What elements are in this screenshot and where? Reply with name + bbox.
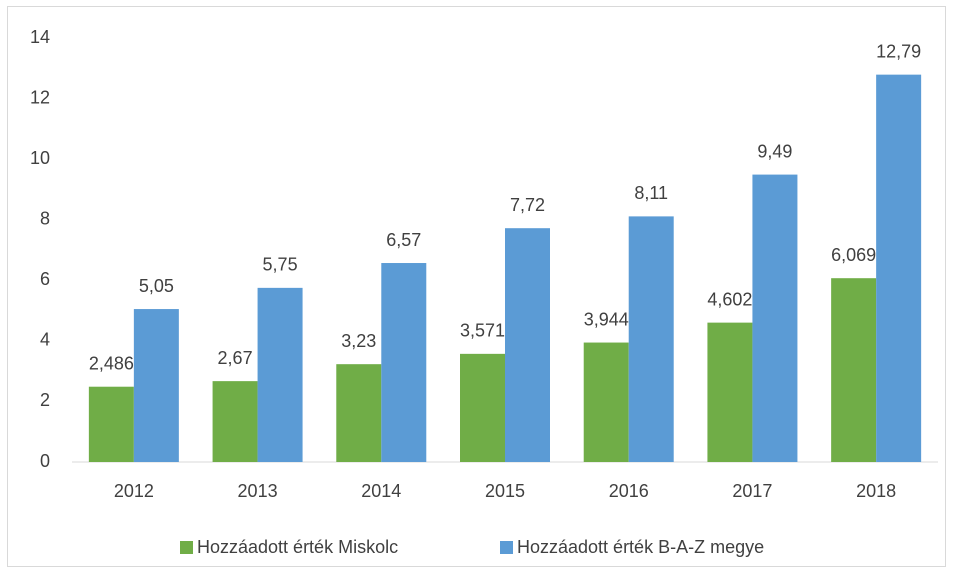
- value-label: 5,75: [263, 255, 298, 275]
- value-label: 8,11: [634, 183, 668, 203]
- y-tick-label: 14: [30, 27, 50, 47]
- y-tick-label: 10: [30, 148, 50, 168]
- value-label: 5,05: [139, 276, 174, 296]
- x-tick-label: 2013: [238, 481, 278, 501]
- x-tick-label: 2018: [856, 481, 896, 501]
- value-label: 4,602: [707, 289, 752, 309]
- bar: [505, 228, 550, 462]
- y-tick-label: 0: [40, 451, 50, 471]
- bar: [381, 263, 427, 462]
- value-label: 3,571: [460, 321, 505, 341]
- bar: [336, 364, 382, 462]
- y-tick-label: 4: [40, 330, 50, 350]
- legend-swatch: [180, 541, 193, 554]
- legend-label: Hozzáadott érték Miskolc: [197, 537, 398, 557]
- x-tick-label: 2012: [114, 481, 154, 501]
- y-tick-label: 6: [40, 269, 50, 289]
- bar: [88, 386, 134, 462]
- value-label: 6,069: [831, 245, 876, 265]
- bar: [133, 309, 179, 462]
- bar: [628, 216, 674, 462]
- legend-label: Hozzáadott érték B-A-Z megye: [517, 537, 764, 557]
- bar: [583, 342, 629, 462]
- y-tick-label: 12: [30, 87, 50, 107]
- bar: [831, 278, 877, 462]
- bar: [707, 322, 753, 462]
- value-label: 2,486: [89, 353, 134, 373]
- bar: [460, 353, 505, 462]
- value-label: 3,23: [341, 331, 376, 351]
- value-label: 6,57: [386, 230, 421, 250]
- y-tick-label: 8: [40, 208, 50, 228]
- bar: [212, 381, 258, 462]
- x-tick-label: 2014: [361, 481, 401, 501]
- x-tick-label: 2015: [485, 481, 525, 501]
- bar: [876, 74, 922, 462]
- value-label: 12,79: [876, 41, 921, 61]
- legend-swatch: [500, 541, 513, 554]
- value-label: 3,944: [584, 309, 629, 329]
- x-tick-label: 2016: [609, 481, 649, 501]
- bar: [752, 174, 798, 463]
- bar: [257, 287, 303, 462]
- y-tick-label: 2: [40, 390, 50, 410]
- x-tick-label: 2017: [732, 481, 772, 501]
- value-label: 2,67: [218, 348, 253, 368]
- value-label: 9,49: [757, 141, 792, 161]
- value-label: 7,72: [510, 195, 545, 215]
